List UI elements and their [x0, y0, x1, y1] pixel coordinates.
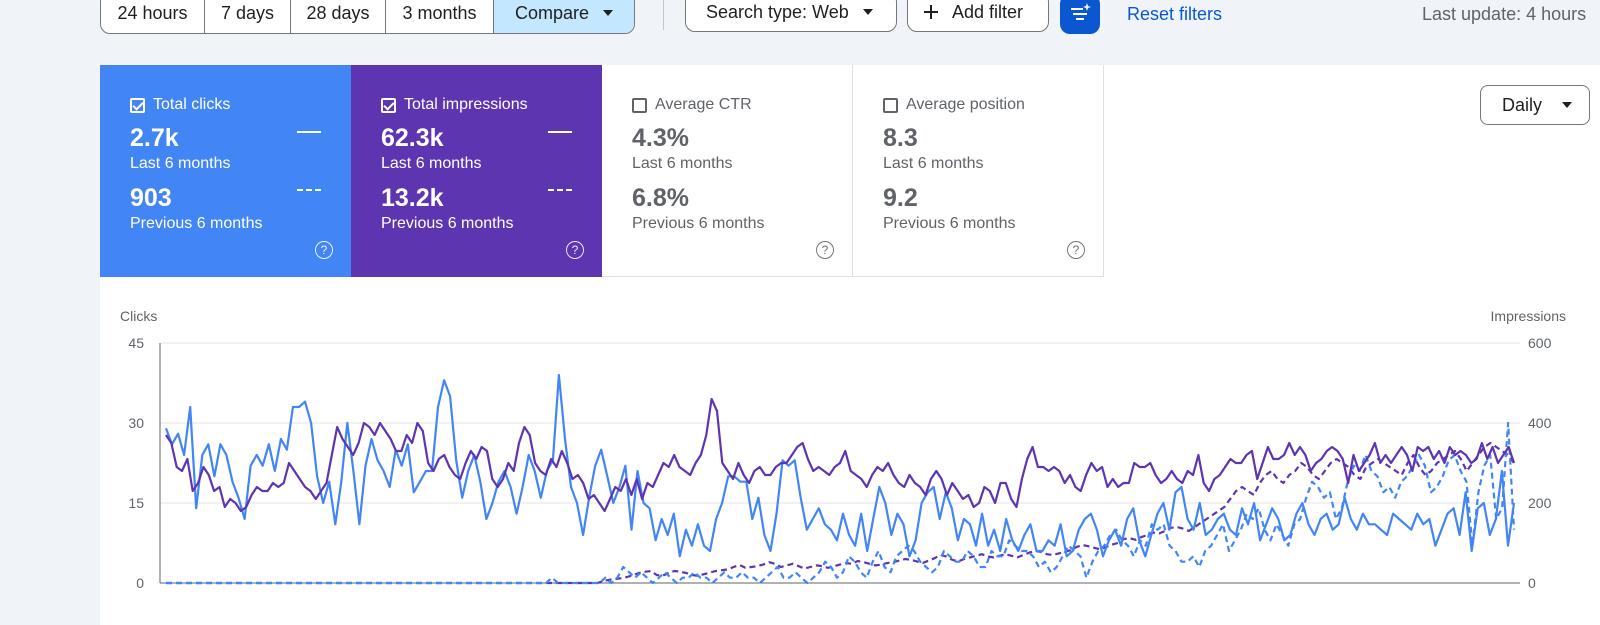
right-tick-label: 600 — [1528, 335, 1552, 351]
date-range-selector: 24 hours 7 days 28 days 3 months Compare — [100, 0, 635, 34]
search-type-label: Search type: Web — [706, 1, 849, 22]
metric-card-total-clicks[interactable]: Total clicks 2.7k Last 6 months 903 Prev… — [100, 65, 351, 277]
metric-previous-value: 6.8% — [632, 184, 689, 212]
reset-filters-link[interactable]: Reset filters — [1127, 4, 1223, 24]
toolbar-divider — [663, 0, 664, 30]
right-tick-label: 0 — [1528, 575, 1536, 591]
metric-previous-value: 13.2k — [381, 184, 444, 212]
metric-current-period: Last 6 months — [883, 155, 984, 172]
advanced-filter-button[interactable] — [1060, 0, 1100, 34]
last-update-text: Last update: 4 hours — [1422, 4, 1587, 24]
metric-current-period: Last 6 months — [632, 155, 733, 172]
range-28-days-button[interactable]: 28 days — [291, 0, 386, 33]
checkbox-icon[interactable] — [381, 97, 396, 113]
metric-card-average-ctr[interactable]: Average CTR 4.3% Last 6 months 6.8% Prev… — [602, 65, 853, 277]
solid-line-legend-icon — [297, 131, 321, 133]
help-icon[interactable]: ? — [816, 241, 834, 259]
metric-current-value: 4.3% — [632, 124, 689, 152]
help-icon[interactable]: ? — [1067, 241, 1085, 259]
metric-title: Total impressions — [404, 96, 528, 113]
metric-title: Average CTR — [655, 96, 752, 113]
metric-card-total-impressions[interactable]: Total impressions 62.3k Last 6 months 13… — [351, 65, 602, 277]
range-7-days-button[interactable]: 7 days — [205, 0, 291, 33]
metric-previous-value: 903 — [130, 184, 172, 212]
metric-title: Total clicks — [153, 96, 231, 113]
compare-label: Compare — [514, 2, 590, 23]
solid-line-legend-icon — [548, 131, 572, 133]
range-3-months-button[interactable]: 3 months — [386, 0, 494, 33]
add-filter-button[interactable]: Add filter — [907, 0, 1049, 32]
metric-previous-value: 9.2 — [883, 184, 918, 212]
series-line-total-clicks — [164, 373, 1516, 558]
chevron-down-icon — [603, 10, 614, 16]
metric-current-period: Last 6 months — [130, 155, 231, 172]
left-tick-label: 45 — [128, 335, 144, 351]
metric-previous-period: Previous 6 months — [883, 215, 1016, 232]
left-axis-label: Clicks — [120, 308, 157, 324]
metric-previous-period: Previous 6 months — [130, 215, 263, 232]
left-tick-label: 0 — [136, 575, 144, 591]
series-line-total-clicks-previous — [166, 421, 1516, 585]
range-24-hours-button[interactable]: 24 hours — [101, 0, 205, 33]
metric-current-value: 8.3 — [883, 124, 918, 152]
granularity-label: Daily — [1502, 94, 1543, 115]
help-icon[interactable]: ? — [315, 241, 333, 259]
checkbox-icon[interactable] — [883, 97, 898, 113]
metric-current-value: 62.3k — [381, 124, 444, 152]
chevron-down-icon — [1562, 102, 1573, 108]
dashed-line-legend-icon — [548, 189, 572, 191]
add-filter-label: Add filter — [952, 1, 1024, 22]
metric-card-average-position[interactable]: Average position 8.3 Last 6 months 9.2 P… — [853, 65, 1104, 277]
plus-icon — [924, 5, 938, 19]
filter-sparkle-icon — [1071, 3, 1091, 20]
performance-card: Total clicks 2.7k Last 6 months 903 Prev… — [100, 65, 1600, 625]
metric-previous-period: Previous 6 months — [381, 215, 514, 232]
left-tick-label: 30 — [128, 415, 144, 431]
series-line-total-impressions — [165, 397, 1516, 513]
chevron-down-icon — [862, 9, 873, 15]
right-tick-label: 200 — [1528, 495, 1552, 511]
performance-chart: Clicks Impressions 0 0 15 200 30 400 45 600 — [120, 308, 1566, 591]
granularity-dropdown[interactable]: Daily — [1480, 85, 1590, 125]
help-icon[interactable]: ? — [566, 241, 584, 259]
checkbox-icon[interactable] — [632, 97, 647, 113]
checkbox-icon[interactable] — [130, 97, 145, 113]
dashed-line-legend-icon — [297, 189, 321, 191]
right-tick-label: 400 — [1528, 415, 1552, 431]
right-axis-label: Impressions — [1491, 308, 1566, 324]
compare-dropdown[interactable]: Compare — [494, 0, 634, 33]
search-type-dropdown[interactable]: Search type: Web — [685, 0, 897, 32]
metric-previous-period: Previous 6 months — [632, 215, 765, 232]
metric-current-period: Last 6 months — [381, 155, 482, 172]
metric-current-value: 2.7k — [130, 124, 179, 152]
metric-title: Average position — [906, 96, 1025, 113]
left-tick-label: 15 — [128, 495, 144, 511]
